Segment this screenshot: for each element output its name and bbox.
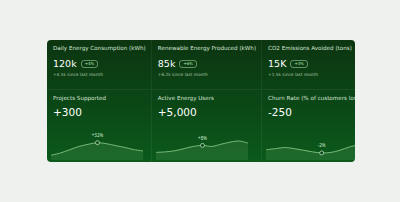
html-text:85k: 85k [157,58,176,69]
svg-text:+8%: +8% [198,135,207,141]
html-text:+4%: +4% [84,60,95,66]
html-text:Projects Supported: Projects Supported [53,95,106,101]
html-text:+300: +300 [53,106,82,118]
svg-text:-2%: -2% [318,142,326,148]
html-text:CO2 Emissions Avoided (tons): CO2 Emissions Avoided (tons) [268,45,352,51]
html-text:15K: 15K [268,58,287,69]
html-text:+1.5k since last month: +1.5k since last month [268,72,318,77]
html-text:120k: 120k [53,58,77,69]
html-text:Daily Energy Consumption (kWh): Daily Energy Consumption (kWh) [53,45,146,51]
html-text:+4.5k since last month: +4.5k since last month [53,72,103,77]
html-text:Active Energy Users: Active Energy Users [157,95,214,101]
html-text:Renewable Energy Produced (kWh: Renewable Energy Produced (kWh) [157,45,257,51]
html-text:+5,000: +5,000 [157,106,197,118]
html-text:-250: -250 [268,106,292,118]
html-text:+3%: +3% [294,60,305,66]
html-text:+6.2k since last month: +6.2k since last month [157,72,208,77]
html-text:+6%: +6% [183,60,194,66]
svg-text:+32%: +32% [92,132,104,138]
